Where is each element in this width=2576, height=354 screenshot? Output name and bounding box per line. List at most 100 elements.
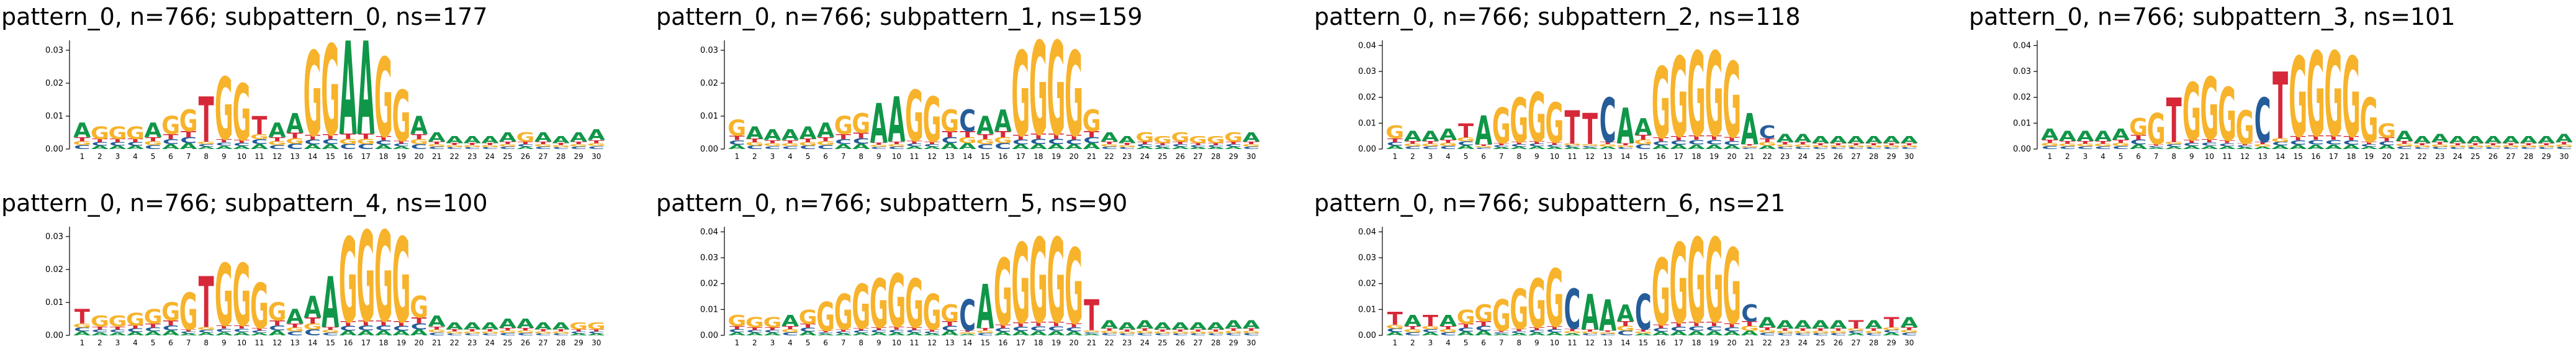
x-tick-label: 10 xyxy=(1550,152,1559,161)
logo-letter-A: A xyxy=(976,272,994,343)
logo-letter-G: G xyxy=(1207,134,1225,146)
logo-letter-C: C xyxy=(1564,145,1581,148)
logo-letter-A: A xyxy=(1883,332,1901,337)
logo-letter-T: T xyxy=(1208,329,1223,332)
logo-letter-G: G xyxy=(799,306,817,329)
logo-letter-G: G xyxy=(1118,331,1137,334)
logo-letter-G: G xyxy=(1563,330,1582,334)
logo-letter-T: T xyxy=(500,327,515,331)
x-tick-label: 17 xyxy=(2329,152,2338,161)
logo-letter-A: A xyxy=(109,145,127,150)
logo-letter-G: G xyxy=(2058,143,2077,147)
logo-letter-C: C xyxy=(376,140,392,147)
logo-letter-T: T xyxy=(1030,133,1047,141)
logo-letter-C: C xyxy=(888,146,905,150)
logo-letter-G: G xyxy=(516,330,534,334)
logo-letter-T: T xyxy=(464,329,480,332)
logo-letter-C: C xyxy=(552,333,569,336)
logo-letter-T: T xyxy=(1706,134,1723,142)
logo-letter-A: A xyxy=(2094,129,2112,145)
logo-letter-T: T xyxy=(1831,143,1846,146)
logo-letter-C: C xyxy=(1172,143,1189,147)
logo-letter-T: T xyxy=(1600,142,1616,145)
logo-letter-T: T xyxy=(429,141,444,145)
x-tick-label: 26 xyxy=(2488,152,2498,161)
logo-letter-G: G xyxy=(2324,27,2343,163)
logo-letter-T: T xyxy=(1387,309,1403,329)
logo-letter-C: C xyxy=(1652,140,1669,147)
x-tick-label: 5 xyxy=(806,152,811,161)
y-tick-label: 0.03 xyxy=(45,46,63,55)
logo-panel-0: pattern_0, n=766; subpattern_0, ns=177 0.… xyxy=(1,3,606,164)
logo-letter-G: G xyxy=(232,68,251,158)
logo-letter-C: C xyxy=(2166,143,2182,147)
logo-letter-T: T xyxy=(199,84,214,157)
y-tick-label: 0.02 xyxy=(2013,93,2031,102)
logo-letter-A: A xyxy=(197,146,215,150)
logo-letter-T: T xyxy=(145,322,161,329)
logo-letter-G: G xyxy=(410,290,428,325)
logo-letter-G: G xyxy=(356,138,375,146)
logo-letter-T: T xyxy=(234,325,250,330)
logo-letter-T: T xyxy=(1724,136,1740,143)
logo-letter-A: A xyxy=(1136,317,1154,331)
logo-letter-G: G xyxy=(976,330,994,334)
logo-letter-A: A xyxy=(392,146,410,150)
x-tick-label: 18 xyxy=(379,338,388,347)
logo-letter-G: G xyxy=(1811,330,1830,334)
logo-letter-G: G xyxy=(1687,27,1706,163)
logo-letter-C: C xyxy=(835,331,852,334)
logo-letter-C: C xyxy=(959,104,976,138)
logo-letter-G: G xyxy=(2040,142,2059,147)
logo-letter-A: A xyxy=(516,146,534,150)
logo-letter-T: T xyxy=(1048,133,1065,141)
logo-letter-A: A xyxy=(1012,143,1030,151)
logo-letter-T: T xyxy=(2202,138,2217,143)
logo-letter-A: A xyxy=(888,332,906,336)
logo-letter-C: C xyxy=(2520,147,2537,150)
logo-letter-T: T xyxy=(571,329,587,332)
logo-letter-C: C xyxy=(1225,143,1242,147)
logo-letter-T: T xyxy=(323,133,339,140)
logo-letter-T: T xyxy=(1511,329,1527,332)
logo-letter-A: A xyxy=(1634,114,1652,141)
logo-letter-C: C xyxy=(2042,145,2058,150)
logo-letter-A: A xyxy=(870,332,888,337)
logo-letter-C: C xyxy=(2325,139,2342,147)
logo-letter-C: C xyxy=(163,324,179,332)
logo-letter-A: A xyxy=(2130,143,2148,151)
logo-letter-G: G xyxy=(727,115,746,142)
logo-letter-A: A xyxy=(746,122,763,143)
logo-letter-G: G xyxy=(1563,143,1582,147)
logo-panel-6: pattern_0, n=766; subpattern_6, ns=21 0.0… xyxy=(1314,189,1919,349)
logo-letter-T: T xyxy=(2467,143,2483,146)
logo-letter-G: G xyxy=(534,331,552,334)
logo-panel-4: pattern_0, n=766; subpattern_4, ns=100 0.… xyxy=(1,189,606,350)
x-tick-label: 5 xyxy=(2119,152,2123,161)
logo-letter-G: G xyxy=(1741,325,1759,332)
logo-letter-C: C xyxy=(322,138,339,145)
x-tick-label: 10 xyxy=(1550,338,1559,347)
logo-letter-G: G xyxy=(1189,134,1207,146)
logo-letter-C: C xyxy=(817,144,834,150)
logo-letter-T: T xyxy=(1441,139,1456,144)
logo-letter-G: G xyxy=(304,27,322,163)
logo-letter-T: T xyxy=(2255,142,2271,145)
logo-letter-G: G xyxy=(1065,228,1083,348)
x-tick-label: 29 xyxy=(574,152,583,161)
logo-letter-G: G xyxy=(745,315,764,331)
logo-letter-G: G xyxy=(179,283,198,342)
logo-letter-C: C xyxy=(853,330,870,334)
y-tick-label: 0.01 xyxy=(45,112,63,121)
logo-letter-T: T xyxy=(942,130,958,139)
logo-letter-T: T xyxy=(1048,320,1065,328)
logo-letter-C: C xyxy=(2148,145,2164,148)
logo-letter-A: A xyxy=(1171,320,1189,332)
logo-letter-C: C xyxy=(977,143,994,151)
logo-letter-C: C xyxy=(2467,147,2484,150)
logo-letter-C: C xyxy=(2431,146,2448,150)
x-tick-label: 21 xyxy=(1745,152,1754,161)
y-tick-label: 0.00 xyxy=(2013,145,2031,154)
logo-letter-G: G xyxy=(1011,27,1030,163)
